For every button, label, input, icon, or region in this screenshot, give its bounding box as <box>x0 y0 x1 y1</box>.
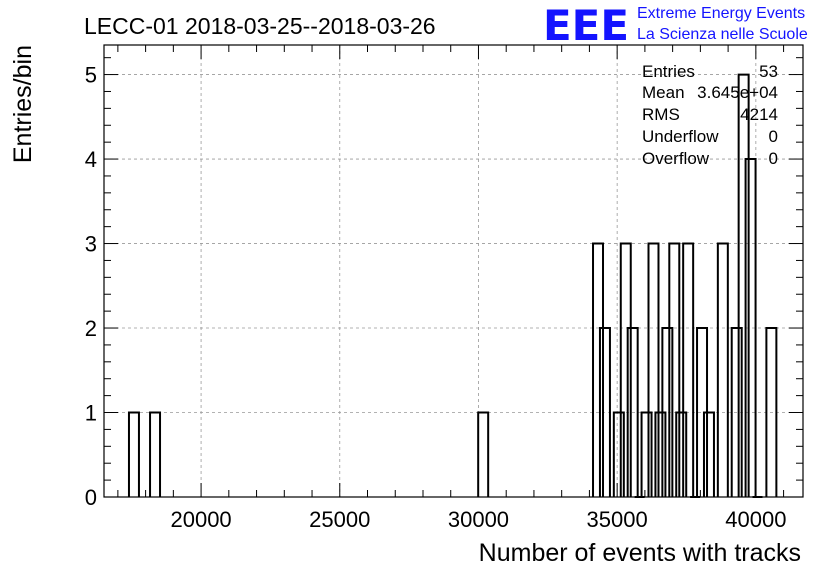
histogram-bin <box>598 327 611 497</box>
plot-frame <box>103 44 804 498</box>
histogram-bin <box>477 411 490 497</box>
stats-mean-label: Mean <box>642 83 685 102</box>
x-tick-label: 25000 <box>309 507 370 532</box>
histogram-bin <box>149 411 162 497</box>
eee-logo: EEE Extreme Energy Events La Scienza nel… <box>543 1 808 50</box>
histogram-bin <box>730 327 743 497</box>
stats-rms-value: 4214 <box>740 105 778 124</box>
histogram-bin <box>744 158 757 497</box>
axis-ticks <box>104 45 803 498</box>
stats-box: Entries 53 Mean 3.645e+04 RMS 4214 Under… <box>642 62 778 168</box>
histogram-bin <box>612 411 625 497</box>
histogram-bin <box>654 411 667 497</box>
histogram-bin <box>682 242 695 497</box>
histogram-bin <box>592 242 605 497</box>
histogram-bin <box>619 242 632 497</box>
histogram-bin <box>765 327 778 497</box>
logo-line1: Extreme Energy Events <box>637 5 805 22</box>
histogram-bin <box>737 73 750 497</box>
histogram-bin <box>661 327 674 497</box>
stats-entries-value: 53 <box>759 62 778 81</box>
histogram-bin <box>675 411 688 497</box>
stats-rms-label: RMS <box>642 105 680 124</box>
y-tick-label: 1 <box>85 401 97 426</box>
stats-mean-value: 3.645e+04 <box>697 83 778 102</box>
x-axis-title: Number of events with tracks <box>479 539 801 567</box>
grid-lines <box>104 45 803 497</box>
x-tick-label: 35000 <box>587 507 648 532</box>
logo-letters: EEE <box>543 1 629 50</box>
histogram-bin <box>668 242 681 497</box>
y-tick-label: 4 <box>85 147 97 172</box>
histogram-bin <box>127 411 140 497</box>
x-tick-label: 20000 <box>170 507 231 532</box>
y-tick-label: 2 <box>85 316 97 341</box>
histogram-bin <box>626 327 639 497</box>
logo-line2: La Scienza nelle Scuole <box>637 26 808 43</box>
stats-underflow-label: Underflow <box>642 127 719 146</box>
stats-overflow-label: Overflow <box>642 149 710 168</box>
histogram-bin <box>647 242 660 497</box>
y-tick-label: 0 <box>85 485 97 510</box>
y-tick-label: 5 <box>85 63 97 88</box>
stats-overflow-value: 0 <box>769 149 778 168</box>
stats-entries-label: Entries <box>642 62 695 81</box>
stats-underflow-value: 0 <box>769 127 778 146</box>
histogram-bin <box>716 242 729 497</box>
chart-title: LECC-01 2018-03-25--2018-03-26 <box>84 13 436 39</box>
y-tick-label: 3 <box>85 232 97 257</box>
x-tick-label: 30000 <box>448 507 509 532</box>
histogram-bin <box>640 411 653 497</box>
x-tick-label: 40000 <box>725 507 786 532</box>
histogram <box>127 73 778 498</box>
histogram-bin <box>702 411 715 497</box>
y-axis-title: Entries/bin <box>9 45 37 163</box>
tick-labels: 20000 25000 30000 35000 40000 0 1 2 3 4 5 <box>85 63 787 532</box>
